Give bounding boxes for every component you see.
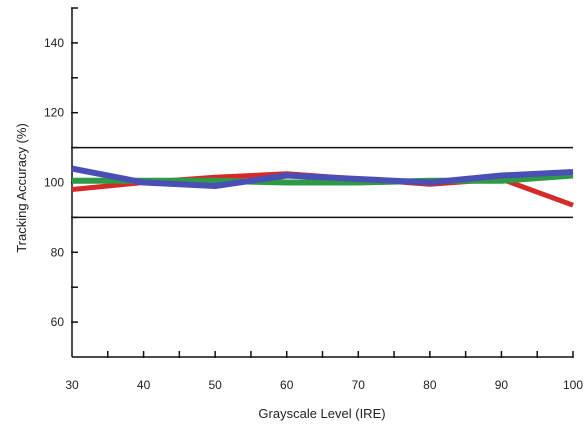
x-tick-label: 40 bbox=[137, 378, 151, 392]
x-tick-label: 90 bbox=[495, 378, 509, 392]
x-tick-label: 70 bbox=[352, 378, 366, 392]
y-axis-title: Tracking Accuracy (%) bbox=[14, 123, 29, 253]
series-line-3 bbox=[71, 165, 574, 189]
y-tick-label: 140 bbox=[44, 36, 64, 50]
axes bbox=[71, 7, 574, 358]
x-tick-label: 50 bbox=[208, 378, 222, 392]
y-tick-label: 80 bbox=[51, 245, 65, 259]
series-layer bbox=[71, 165, 574, 208]
x-axis-title: Grayscale Level (IRE) bbox=[258, 406, 385, 421]
y-tick-label: 100 bbox=[44, 176, 64, 190]
y-tick-label: 120 bbox=[44, 106, 64, 120]
x-tick-label: 80 bbox=[423, 378, 437, 392]
x-tick-label: 30 bbox=[65, 378, 79, 392]
x-tick-label: 60 bbox=[280, 378, 294, 392]
y-tick-label: 60 bbox=[51, 315, 65, 329]
tick-labels: 60 80 100 120 140 30 40 50 60 70 80 90 100 bbox=[44, 36, 583, 392]
x-tick-label: 100 bbox=[563, 378, 583, 392]
